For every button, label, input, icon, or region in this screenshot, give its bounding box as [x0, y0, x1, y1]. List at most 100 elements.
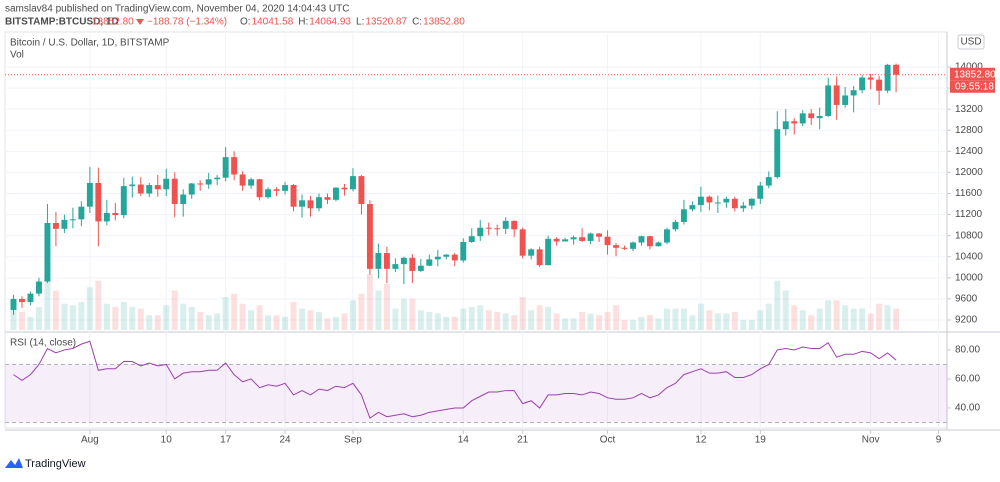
volume-bar: [112, 306, 119, 330]
change: −188.78 (−1.34%): [147, 17, 227, 28]
volume-bar: [95, 280, 102, 330]
volume-bar: [765, 303, 772, 330]
candle-body: [78, 206, 85, 220]
volume-bar: [434, 313, 441, 330]
volume-bar: [44, 277, 51, 330]
candle-body: [587, 233, 594, 241]
candle-body: [197, 183, 204, 185]
volume-bar: [392, 308, 399, 330]
candle-body: [417, 265, 424, 271]
volume-bar: [231, 293, 238, 330]
volume-bar: [10, 310, 17, 330]
candle-body: [697, 196, 704, 206]
candle-body: [27, 293, 34, 303]
x-tick-label: Nov: [862, 435, 880, 446]
candle-body: [553, 238, 560, 242]
volume-bar: [757, 310, 764, 330]
x-tick-label: 24: [279, 435, 291, 446]
candle-body: [214, 177, 221, 180]
volume-bar: [52, 290, 59, 330]
candle-body: [409, 257, 416, 271]
candle-body: [290, 185, 297, 207]
currency-box: [957, 34, 985, 50]
volume-bar: [519, 297, 526, 330]
publisher: samslav84 published on TradingView.com, …: [5, 4, 349, 15]
volume-bar: [35, 306, 42, 330]
volume-bar: [273, 315, 280, 330]
candle-body: [663, 229, 670, 243]
volume-bar: [61, 303, 68, 330]
candle-body: [86, 182, 93, 207]
candle-body: [61, 219, 68, 229]
candle-body: [570, 237, 577, 240]
brand-name: TradingView: [25, 458, 86, 470]
ohlc-label: O:: [240, 17, 251, 28]
volume-bar: [723, 313, 730, 330]
volume-bar: [850, 308, 857, 330]
candle-body: [748, 198, 755, 206]
volume-bar: [349, 300, 356, 330]
candle-body: [850, 90, 857, 96]
candle-body: [282, 185, 289, 191]
volume-bar: [859, 308, 866, 330]
candle-body: [647, 236, 653, 247]
volume-bar: [638, 316, 645, 330]
x-tick-label: Oct: [600, 435, 616, 446]
last-price: 13852.80: [92, 17, 134, 28]
volume-bar: [663, 308, 670, 330]
candle-body: [256, 179, 263, 198]
candle-body: [655, 242, 662, 247]
candle-body: [460, 241, 467, 261]
candle-body: [341, 187, 348, 190]
candle-body: [154, 185, 161, 190]
volume-bar: [706, 310, 713, 330]
y-tick-label: 11200: [955, 209, 983, 220]
x-tick-label: 14: [458, 435, 470, 446]
volume-bar: [748, 320, 755, 330]
symbol: BITSTAMP:BTCUSD, 1D: [5, 17, 119, 28]
candle-body: [205, 179, 212, 185]
volume-bar: [647, 315, 653, 330]
candle-body: [358, 176, 365, 205]
grid: [5, 32, 947, 428]
candle-body: [765, 177, 772, 186]
volume-bar: [188, 306, 195, 330]
volume-bar: [511, 315, 518, 330]
ohlc-value: 13520.87: [365, 17, 407, 28]
volume-bar: [876, 303, 883, 330]
y-tick-label: 80.00: [955, 345, 980, 356]
candle-body: [757, 185, 764, 199]
volume-bar: [214, 313, 221, 330]
candle-body: [19, 298, 25, 303]
ohlc-value: 14041.58: [252, 17, 294, 28]
rsi-line: [13, 340, 897, 419]
volume-bar: [163, 305, 170, 330]
candle-body: [621, 247, 628, 249]
volume-bar: [205, 315, 212, 330]
candle-body: [273, 189, 280, 191]
volume-bar: [655, 318, 662, 330]
volume-bar: [129, 306, 136, 330]
candle-body: [545, 238, 552, 266]
brand: TradingView: [5, 458, 86, 470]
volume-bar: [409, 298, 416, 330]
ohlc-label: H:: [298, 17, 308, 28]
volume-bar: [358, 293, 365, 330]
y-tick-label: 12800: [955, 125, 983, 136]
candle-body: [434, 256, 441, 260]
candle-body: [723, 198, 730, 203]
rsi-title: RSI (14, close): [10, 338, 76, 349]
y-tick-label: 12400: [955, 146, 983, 157]
candle-body: [248, 179, 255, 186]
candle-body: [324, 197, 331, 200]
volume-bar: [383, 283, 390, 330]
y-tick-label: 12000: [955, 167, 983, 178]
volume-bar: [536, 305, 543, 330]
y-tick-label: 13200: [955, 104, 983, 115]
candle-body: [375, 253, 382, 269]
candle-body: [842, 95, 849, 105]
x-tick-label: Sep: [344, 435, 362, 446]
last-price-box: [950, 67, 995, 81]
volume-bar: [19, 311, 25, 330]
